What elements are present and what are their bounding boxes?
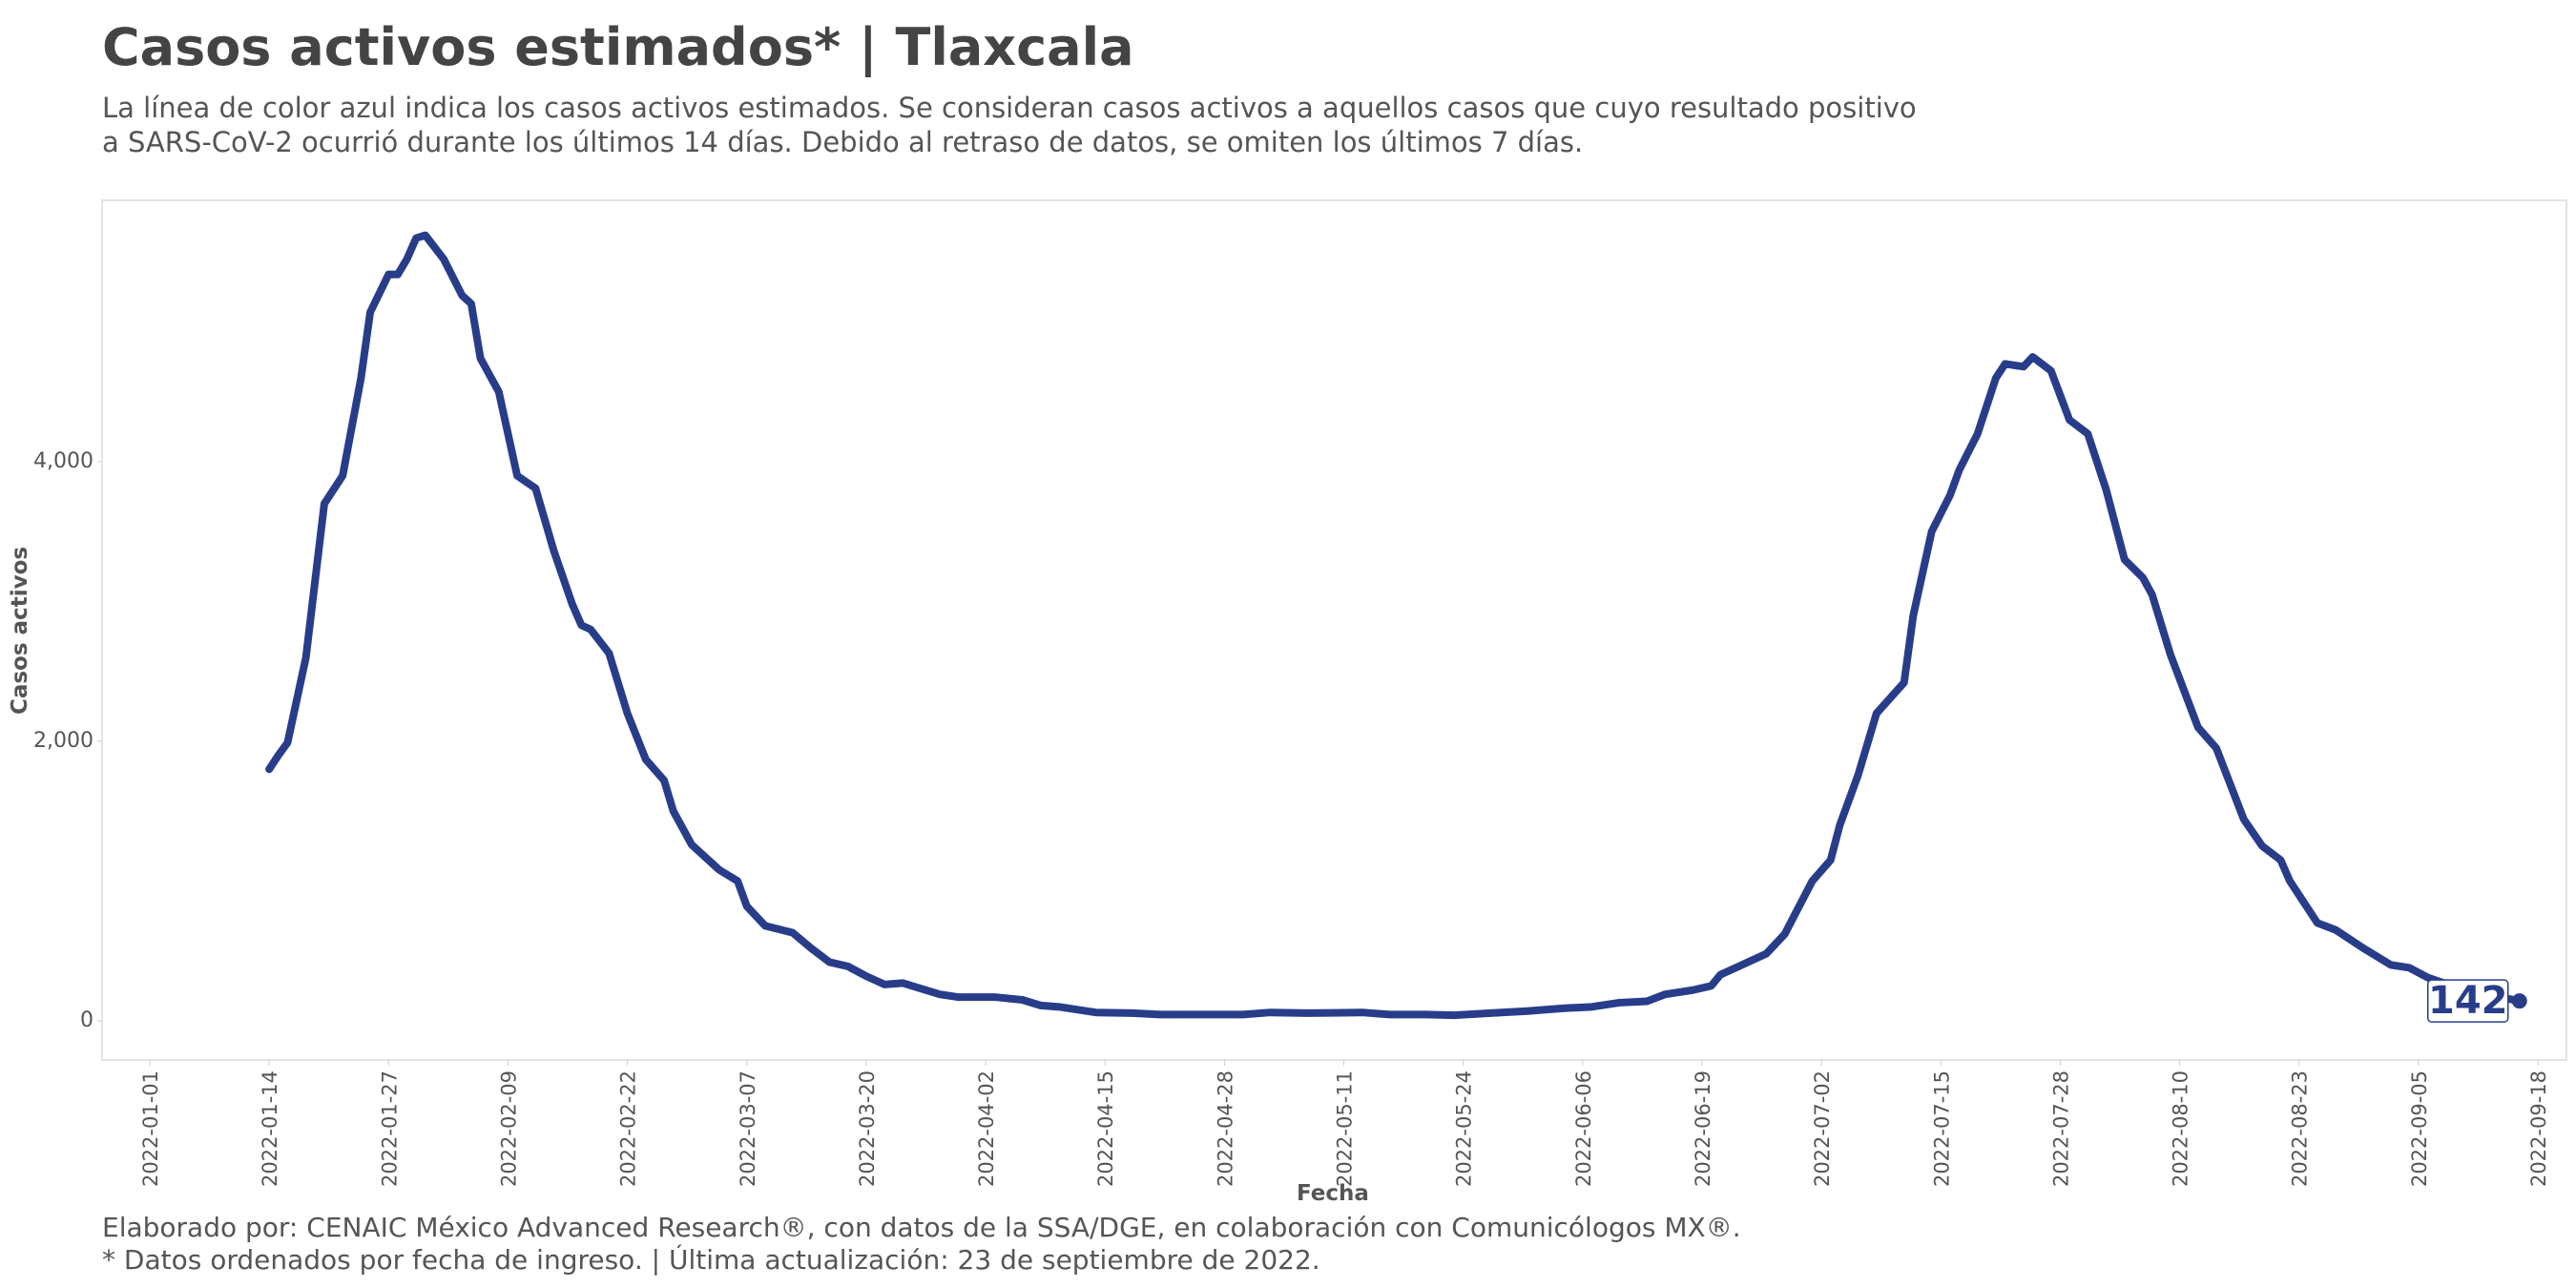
x-tick-label: 2022-03-07: [737, 1070, 759, 1187]
line: [265, 231, 2524, 1020]
x-tick-label: 2022-04-15: [1094, 1070, 1117, 1187]
x-tick-label: 2022-01-14: [259, 1070, 281, 1187]
value-label: 142: [2428, 979, 2508, 1023]
x-tick-label: 2022-02-22: [617, 1070, 640, 1187]
x-tick-label: 2022-06-19: [1692, 1070, 1714, 1187]
y-tick-label: 0: [80, 1008, 93, 1032]
x-tick-label: 2022-09-05: [2408, 1070, 2431, 1187]
x-tick-label: 2022-05-11: [1334, 1070, 1357, 1187]
x-tick-label: 2022-09-18: [2527, 1070, 2550, 1187]
x-tick-label: 2022-08-23: [2289, 1070, 2312, 1187]
x-tick-label: 2022-02-09: [497, 1070, 520, 1187]
footnote: * Datos ordenados por fecha de ingreso. …: [102, 1244, 1320, 1276]
y-tick-label: 2,000: [33, 729, 93, 753]
x-tick-label: 2022-08-10: [2170, 1070, 2192, 1187]
subtitle: La línea de color azul indica los casos …: [102, 92, 1917, 124]
x-axis-label: Fecha: [1297, 1181, 1369, 1202]
x-tick-label: 2022-07-02: [1811, 1070, 1834, 1187]
x-tick-label: 2022-05-24: [1453, 1070, 1476, 1187]
x-tick-label: 2022-07-15: [1930, 1070, 1953, 1187]
end-point: [2511, 993, 2527, 1009]
value-label-box: [2426, 979, 2509, 1023]
chart-title: Casos activos estimados* | Tlaxcala: [102, 17, 1134, 77]
x-tick-label: 2022-04-02: [975, 1070, 998, 1187]
y-axis-label: Casos activos: [8, 547, 32, 715]
x-tick-label: 2022-04-28: [1214, 1070, 1236, 1187]
footnote: Elaborado por: CENAIC México Advanced Re…: [102, 1212, 1741, 1243]
subtitle: a SARS-CoV-2 ocurrió durante los últimos…: [102, 126, 1584, 158]
x-tick-label: 2022-03-20: [856, 1070, 879, 1187]
x-tick-label: 2022-01-01: [139, 1070, 162, 1187]
chart: Fecha Casos activos 0 2,000 4,000 2022-01-0…: [8, 199, 2567, 1202]
x-tick-label: 2022-01-27: [378, 1070, 401, 1187]
y-tick-label: 4,000: [33, 449, 93, 473]
x-tick-label: 2022-07-28: [2049, 1070, 2072, 1187]
plot-frame: [101, 199, 2567, 1061]
x-tick-label: 2022-06-06: [1572, 1070, 1595, 1187]
